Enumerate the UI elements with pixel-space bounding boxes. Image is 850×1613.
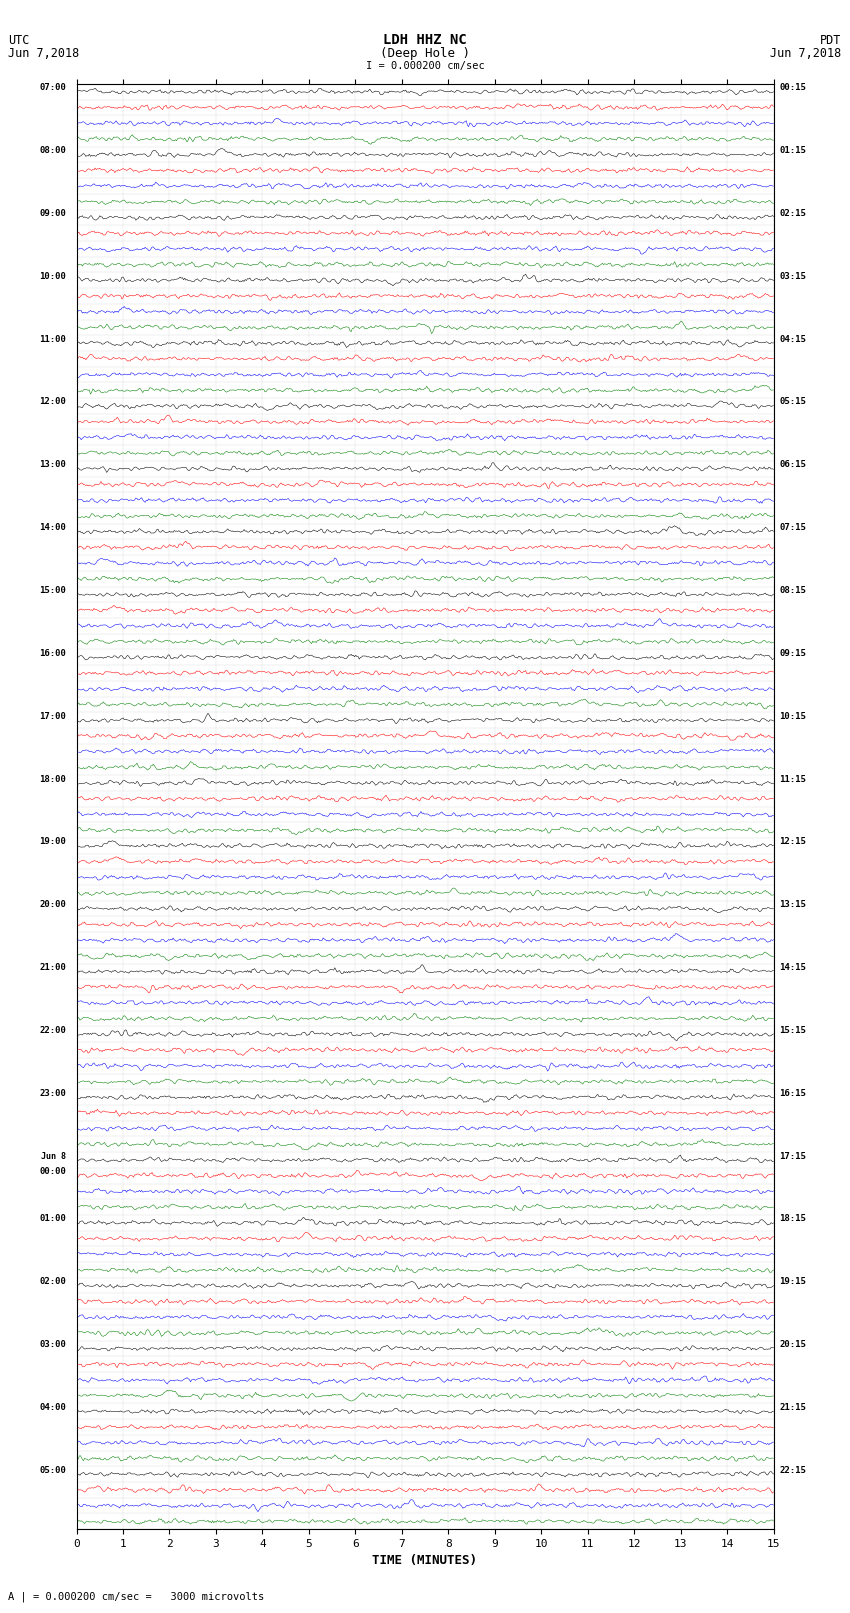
Text: UTC: UTC xyxy=(8,34,30,47)
Text: I = 0.000200 cm/sec: I = 0.000200 cm/sec xyxy=(366,61,484,71)
Text: 01:15: 01:15 xyxy=(779,147,806,155)
Text: PDT: PDT xyxy=(820,34,842,47)
Text: 15:00: 15:00 xyxy=(39,586,66,595)
Text: (Deep Hole ): (Deep Hole ) xyxy=(380,47,470,60)
Text: 07:00: 07:00 xyxy=(39,84,66,92)
Text: 11:15: 11:15 xyxy=(779,774,806,784)
Text: 11:00: 11:00 xyxy=(39,334,66,344)
Text: 05:15: 05:15 xyxy=(779,397,806,406)
Text: 22:15: 22:15 xyxy=(779,1466,806,1474)
Text: 08:00: 08:00 xyxy=(39,147,66,155)
Text: 16:00: 16:00 xyxy=(39,648,66,658)
Text: 10:15: 10:15 xyxy=(779,711,806,721)
Text: 12:00: 12:00 xyxy=(39,397,66,406)
Text: 08:15: 08:15 xyxy=(779,586,806,595)
Text: 06:15: 06:15 xyxy=(779,460,806,469)
Text: 00:15: 00:15 xyxy=(779,84,806,92)
Text: Jun 8: Jun 8 xyxy=(41,1152,66,1160)
Text: 12:15: 12:15 xyxy=(779,837,806,847)
Text: 03:00: 03:00 xyxy=(39,1340,66,1348)
Text: 09:00: 09:00 xyxy=(39,210,66,218)
Text: 16:15: 16:15 xyxy=(779,1089,806,1098)
Text: 04:15: 04:15 xyxy=(779,334,806,344)
Text: 20:15: 20:15 xyxy=(779,1340,806,1348)
Text: 17:00: 17:00 xyxy=(39,711,66,721)
Text: 21:00: 21:00 xyxy=(39,963,66,973)
Text: 19:00: 19:00 xyxy=(39,837,66,847)
Text: 13:00: 13:00 xyxy=(39,460,66,469)
Text: 00:00: 00:00 xyxy=(39,1168,66,1176)
Text: 23:00: 23:00 xyxy=(39,1089,66,1098)
Text: Jun 7,2018: Jun 7,2018 xyxy=(770,47,842,60)
Text: 01:00: 01:00 xyxy=(39,1215,66,1223)
Text: 07:15: 07:15 xyxy=(779,523,806,532)
Text: 14:00: 14:00 xyxy=(39,523,66,532)
Text: 18:00: 18:00 xyxy=(39,774,66,784)
Text: 03:15: 03:15 xyxy=(779,273,806,281)
Text: 18:15: 18:15 xyxy=(779,1215,806,1223)
Text: A | = 0.000200 cm/sec =   3000 microvolts: A | = 0.000200 cm/sec = 3000 microvolts xyxy=(8,1592,264,1602)
Text: 10:00: 10:00 xyxy=(39,273,66,281)
X-axis label: TIME (MINUTES): TIME (MINUTES) xyxy=(372,1555,478,1568)
Text: 02:00: 02:00 xyxy=(39,1277,66,1286)
Text: 20:00: 20:00 xyxy=(39,900,66,910)
Text: 09:15: 09:15 xyxy=(779,648,806,658)
Text: 21:15: 21:15 xyxy=(779,1403,806,1411)
Text: 04:00: 04:00 xyxy=(39,1403,66,1411)
Text: 02:15: 02:15 xyxy=(779,210,806,218)
Text: LDH HHZ NC: LDH HHZ NC xyxy=(383,34,467,47)
Text: 15:15: 15:15 xyxy=(779,1026,806,1036)
Text: 19:15: 19:15 xyxy=(779,1277,806,1286)
Text: 22:00: 22:00 xyxy=(39,1026,66,1036)
Text: 05:00: 05:00 xyxy=(39,1466,66,1474)
Text: Jun 7,2018: Jun 7,2018 xyxy=(8,47,80,60)
Text: 17:15: 17:15 xyxy=(779,1152,806,1160)
Text: 14:15: 14:15 xyxy=(779,963,806,973)
Text: 13:15: 13:15 xyxy=(779,900,806,910)
